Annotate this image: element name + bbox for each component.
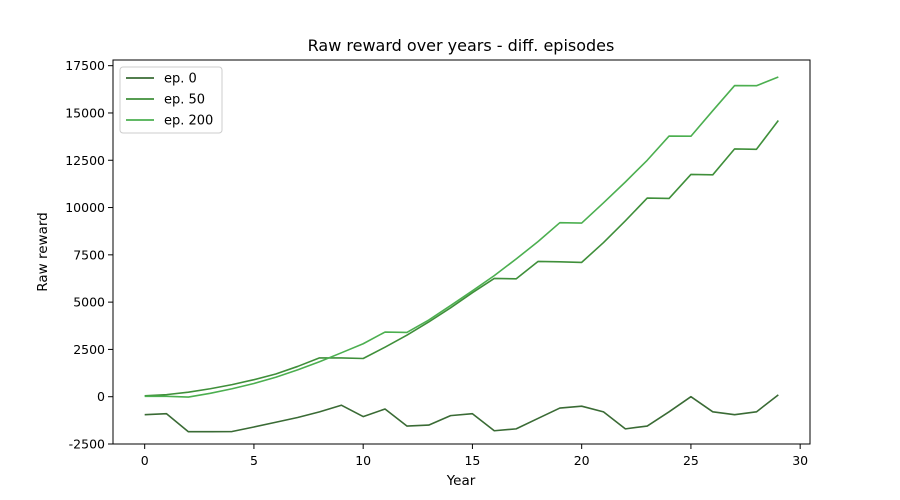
y-axis-label: Raw reward: [35, 212, 51, 291]
series-lines: [144, 76, 779, 433]
x-tick-label: 10: [355, 453, 371, 468]
x-tick-label: 0: [141, 453, 149, 468]
x-tick-label: 5: [250, 453, 258, 468]
legend-label-0: ep. 0: [164, 72, 197, 87]
series-line-1: [144, 120, 779, 397]
chart-title: Raw reward over years - diff. episodes: [308, 36, 615, 55]
x-tick-label: 25: [683, 453, 699, 468]
series-line-0: [144, 394, 779, 433]
legend-label-2: ep. 200: [164, 114, 213, 129]
plot-area-frame: [112, 59, 811, 445]
legend-label-1: ep. 50: [164, 93, 205, 108]
y-tick-label: 5000: [73, 295, 105, 310]
legend: ep. 0 ep. 50 ep. 200: [119, 66, 223, 134]
y-tick-label: 10000: [65, 200, 105, 215]
y-tick-label: 15000: [65, 105, 105, 120]
series-line-2: [144, 76, 779, 398]
legend-box: [119, 66, 223, 134]
x-axis: 0 5 10 15 20 25 30: [141, 444, 808, 468]
y-axis: -2500 0 2500 5000 7500 10000 12500 15000 17500: [65, 58, 113, 452]
y-tick-label: -2500: [69, 437, 105, 452]
x-tick-label: 15: [464, 453, 480, 468]
y-tick-label: 0: [97, 389, 105, 404]
y-tick-label: 2500: [73, 342, 105, 357]
y-tick-label: 17500: [65, 58, 105, 73]
y-tick-label: 7500: [73, 247, 105, 262]
x-tick-label: 20: [574, 453, 590, 468]
x-tick-label: 30: [792, 453, 808, 468]
x-axis-label: Year: [446, 473, 476, 489]
y-tick-label: 12500: [65, 153, 105, 168]
